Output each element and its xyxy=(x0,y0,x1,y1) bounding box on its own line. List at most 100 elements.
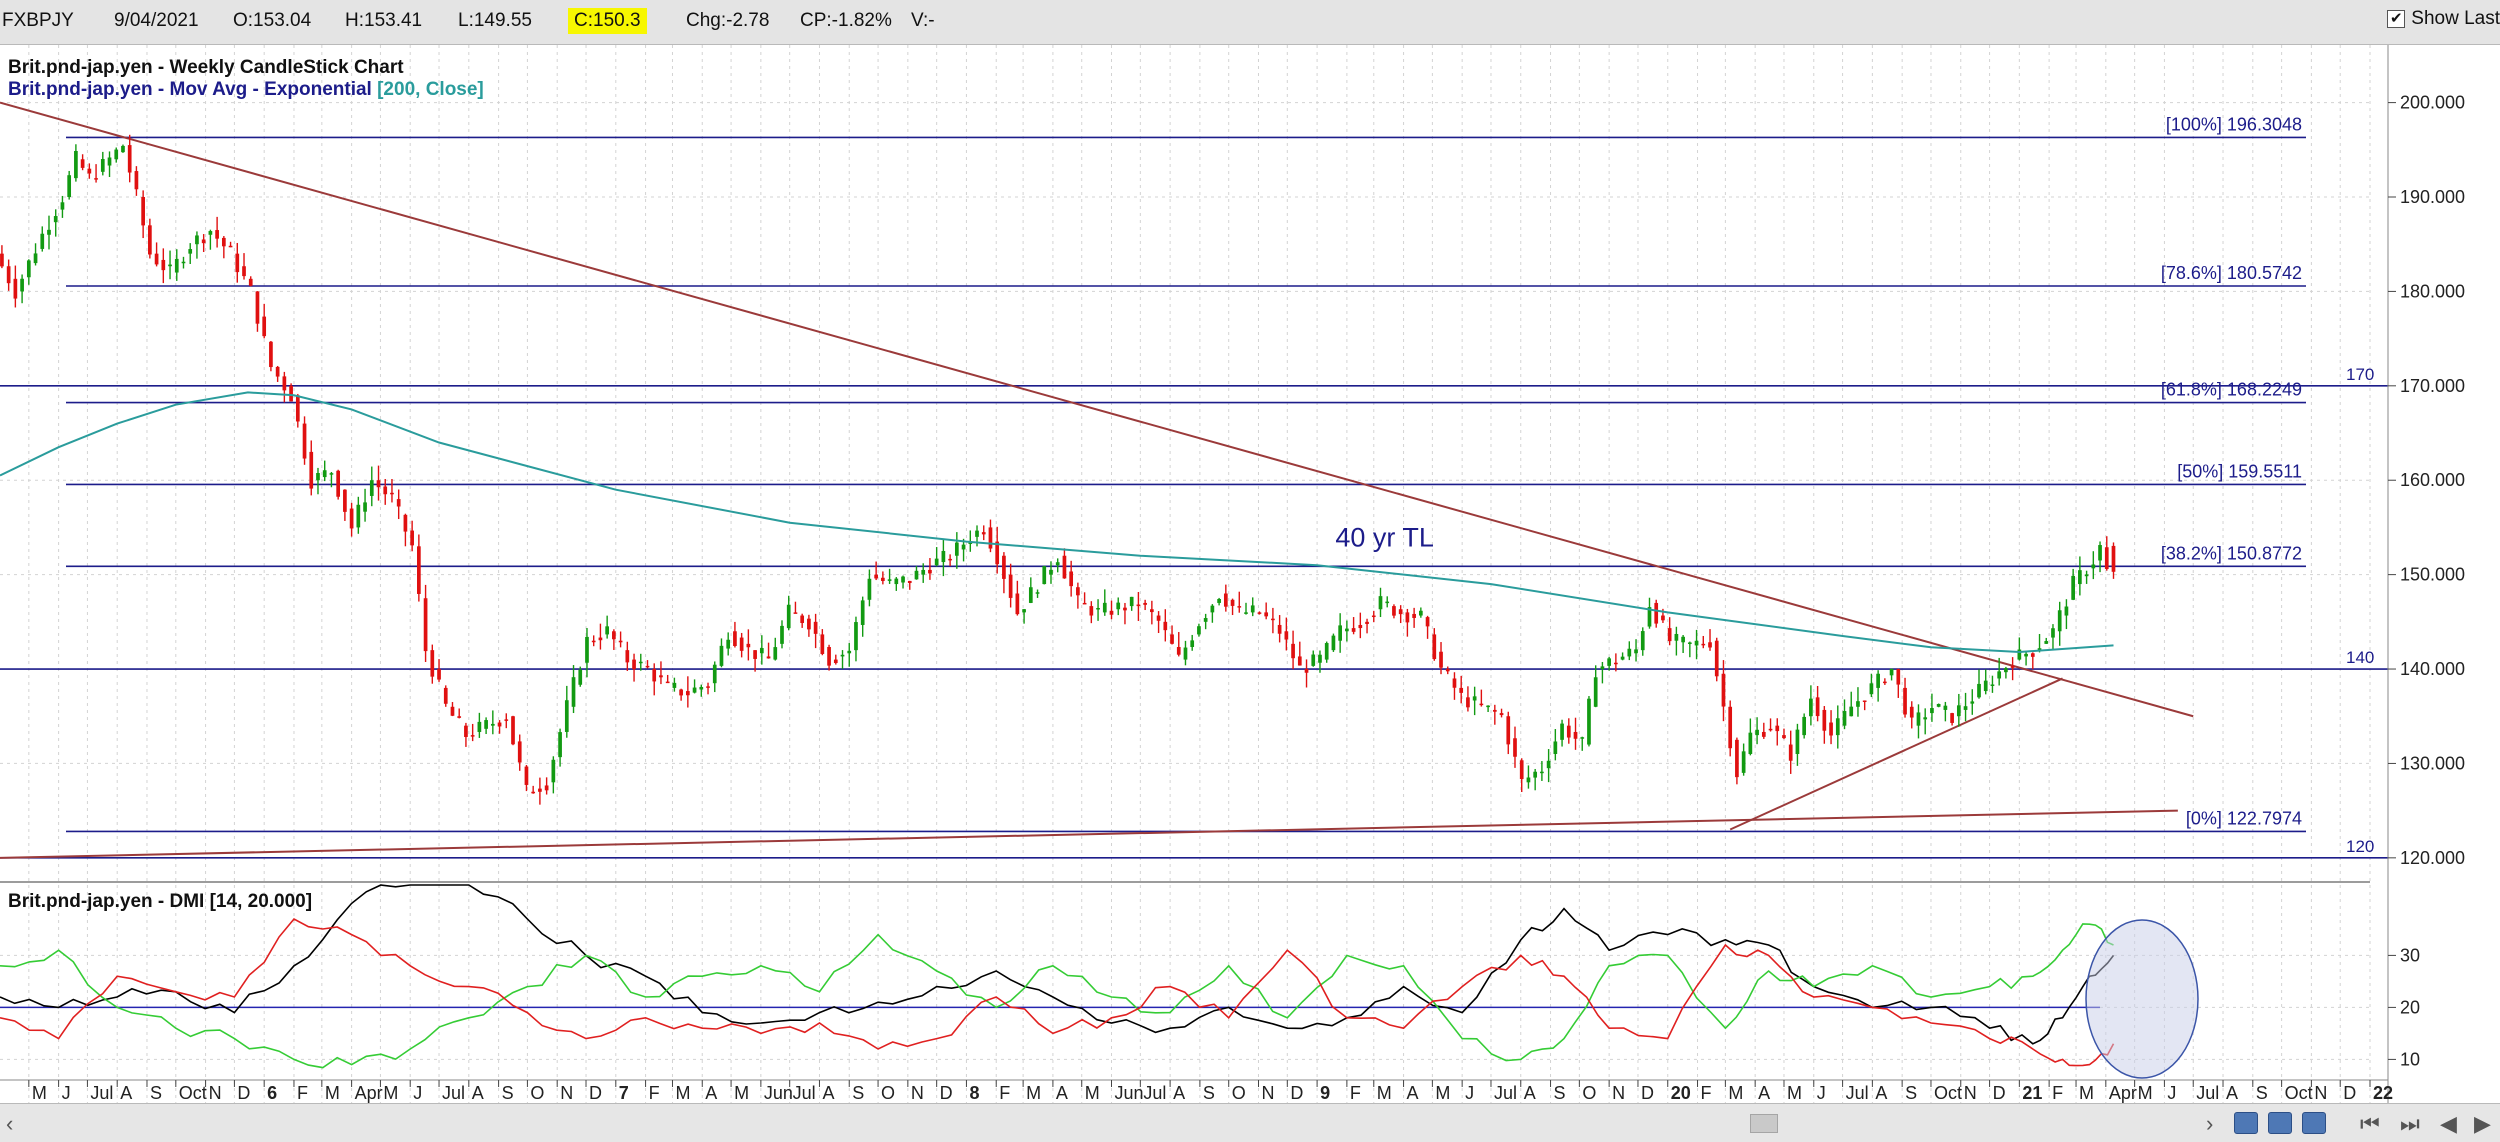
x-tick-label: M xyxy=(2138,1083,2153,1103)
chart-area[interactable]: [100%] 196.3048 [78.6%] 180.5742 [61.8%] 1… xyxy=(0,45,2500,1103)
first-bar-icon[interactable]: ⏮ xyxy=(2360,1111,2380,1136)
candle-body xyxy=(1197,626,1201,635)
x-tick-label: F xyxy=(2052,1083,2063,1103)
candle-body xyxy=(1297,656,1302,666)
candle-body xyxy=(1809,698,1813,717)
x-tick-label: J xyxy=(2167,1083,2176,1103)
volume-label: V:- xyxy=(911,10,935,31)
show-last-label: Show Last xyxy=(2411,8,2500,29)
dmi-pane[interactable]: Brit.pnd-jap.yen - DMI [14, 20.000] xyxy=(0,884,2199,1079)
zoom-out-icon[interactable] xyxy=(2268,1112,2292,1134)
x-tick-label: 7 xyxy=(619,1083,629,1103)
price-tick-label: 150.000 xyxy=(2400,565,2465,585)
candle-body xyxy=(706,686,710,688)
candle-body xyxy=(1466,697,1470,708)
candle-body xyxy=(1856,701,1860,707)
scroll-bar[interactable]: ‹ › ⏮ ⏭ ◀ ▶ xyxy=(0,1103,2500,1142)
candle-body xyxy=(659,675,663,678)
candle-body xyxy=(390,492,394,495)
candle-body xyxy=(517,741,522,763)
candle-body xyxy=(1647,607,1652,627)
x-tick-label: 6 xyxy=(267,1083,277,1103)
x-tick-label: N xyxy=(2314,1083,2327,1103)
candle-body xyxy=(1264,612,1269,617)
candle-body xyxy=(1055,562,1060,566)
candle-body xyxy=(538,788,542,792)
candle-body xyxy=(1701,643,1706,646)
x-tick-label: 20 xyxy=(1671,1083,1691,1103)
candle-body xyxy=(1627,648,1632,657)
candle-body xyxy=(1620,656,1625,660)
candle-body xyxy=(1681,636,1685,643)
candlesticks[interactable] xyxy=(0,134,2116,805)
x-tick-label: M xyxy=(675,1083,690,1103)
candle-body xyxy=(652,669,657,682)
scroll-thumb[interactable] xyxy=(1750,1114,1778,1133)
price-tick-label: 170.000 xyxy=(2400,376,2465,396)
symbol-label: FXBPJY xyxy=(2,10,74,31)
candle-body xyxy=(1889,668,1894,676)
last-bar-icon[interactable]: ⏭ xyxy=(2400,1111,2420,1136)
candle-body xyxy=(1217,598,1221,603)
x-tick-label: N xyxy=(911,1083,924,1103)
candle-body xyxy=(396,499,401,507)
candle-body xyxy=(410,530,414,546)
candle-body xyxy=(383,486,388,495)
candle-body xyxy=(1674,633,1679,641)
zoom-in-icon[interactable] xyxy=(2234,1112,2258,1134)
trendlines[interactable] xyxy=(0,101,2194,859)
candle-body xyxy=(1607,658,1611,666)
candle-body xyxy=(336,470,341,497)
candle-body xyxy=(625,650,630,663)
candle-body xyxy=(511,716,515,745)
candle-body xyxy=(208,231,213,235)
candle-body xyxy=(349,508,354,529)
x-tick-label: M xyxy=(1377,1083,1392,1103)
candle-body xyxy=(1909,706,1914,718)
x-tick-label: O xyxy=(1232,1083,1246,1103)
candle-body xyxy=(1640,631,1645,651)
candle-body xyxy=(901,576,905,583)
candle-body xyxy=(1956,705,1961,717)
candle-body xyxy=(807,618,811,630)
candle-body xyxy=(1667,628,1672,642)
scroll-right-icon[interactable]: › xyxy=(2206,1111,2214,1136)
candle-body xyxy=(1862,700,1867,702)
scroll-left-icon[interactable]: ‹ xyxy=(6,1111,14,1136)
x-tick-label: Jun xyxy=(764,1083,793,1103)
price-pane[interactable]: [100%] 196.3048 [78.6%] 180.5742 [61.8%] 1… xyxy=(0,57,2388,859)
candle-body xyxy=(578,669,583,685)
candle-body xyxy=(1082,602,1087,605)
x-tick-label: N xyxy=(1261,1083,1274,1103)
x-tick-label: M xyxy=(1435,1083,1450,1103)
show-last-checkbox[interactable]: ✔ xyxy=(2387,10,2406,28)
show-last-toggle[interactable]: ✔ Show Last xyxy=(2387,8,2500,30)
step-forward-icon[interactable]: ▶ xyxy=(2474,1111,2491,1136)
candle-body xyxy=(612,631,616,640)
candle-body xyxy=(1042,566,1047,585)
candle-body xyxy=(430,650,435,677)
x-tick-label: M xyxy=(1728,1083,1743,1103)
fib-level-label: [38.2%] 150.8772 xyxy=(2161,543,2302,563)
change-label: Chg:-2.78 xyxy=(686,10,770,31)
candle-body xyxy=(766,656,771,659)
candle-body xyxy=(1116,602,1121,610)
change-pct-label: CP:-1.82% xyxy=(800,10,892,31)
candle-body xyxy=(114,149,119,160)
candle-body xyxy=(2104,547,2109,570)
ema-indicator-params: [200, Close] xyxy=(377,79,484,100)
candle-body xyxy=(1190,640,1195,648)
step-back-icon[interactable]: ◀ xyxy=(2440,1111,2457,1136)
candle-body xyxy=(2044,641,2049,644)
candle-body xyxy=(531,791,536,794)
candle-body xyxy=(591,640,596,643)
candle-body xyxy=(1378,596,1383,610)
candle-body xyxy=(1022,609,1026,613)
candle-body xyxy=(638,661,643,664)
candle-body xyxy=(262,316,267,337)
x-tick-label: Oct xyxy=(2285,1083,2313,1103)
fit-icon[interactable] xyxy=(2302,1112,2326,1134)
x-tick-label: N xyxy=(1964,1083,1977,1103)
candle-body xyxy=(242,266,246,277)
plus-di-line xyxy=(0,923,2114,1069)
